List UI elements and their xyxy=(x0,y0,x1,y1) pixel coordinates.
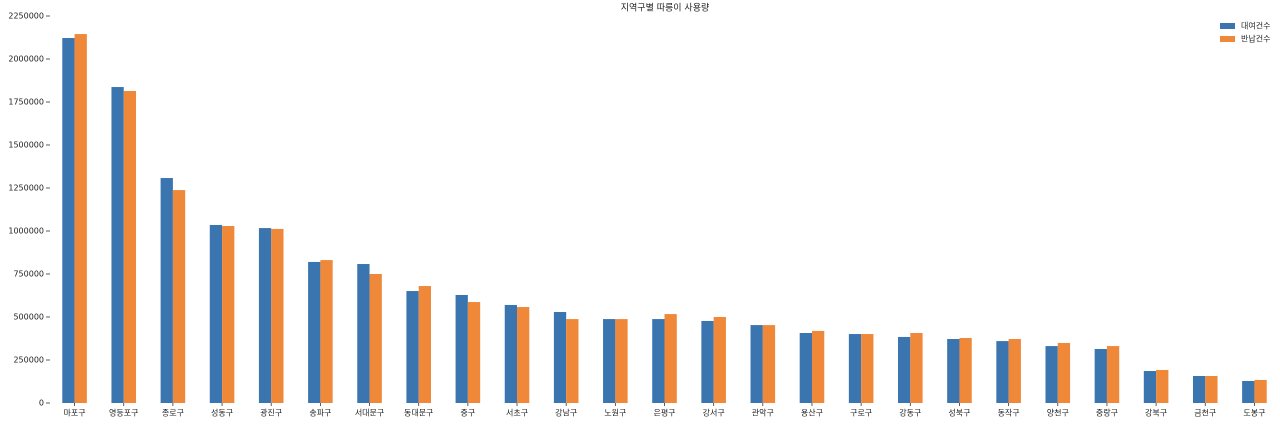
bar xyxy=(123,90,137,403)
bar xyxy=(898,336,911,403)
bar xyxy=(615,319,628,403)
x-tick-label: 동작구 xyxy=(998,408,1020,418)
bar xyxy=(455,294,468,403)
bar xyxy=(258,228,272,403)
bar xyxy=(1143,371,1157,403)
x-tick-label: 성북구 xyxy=(948,409,970,418)
x-tick-label: 도봉구 xyxy=(1243,409,1265,418)
legend-label: 반납건수 xyxy=(1241,34,1270,44)
x-tick-label: 양천구 xyxy=(1047,408,1069,418)
x-tick-label: 영등포구 xyxy=(109,408,138,418)
y-tick-label: 750000 xyxy=(13,270,44,279)
bar xyxy=(1254,379,1267,403)
bar xyxy=(811,330,825,403)
y-tick-label: 500000 xyxy=(13,313,44,322)
y-tick-label: 250000 xyxy=(13,356,44,365)
y-tick-label: 2250000 xyxy=(8,12,44,21)
x-tick-label: 성동구 xyxy=(211,409,233,418)
bar xyxy=(959,337,972,403)
bar xyxy=(418,286,431,403)
bar xyxy=(222,226,235,403)
x-tick-label: 동대문구 xyxy=(404,409,433,418)
bar xyxy=(1192,375,1206,403)
y-tick-label: 1250000 xyxy=(8,184,44,193)
bar xyxy=(1057,342,1071,403)
bar xyxy=(1045,346,1058,403)
bar xyxy=(160,178,173,403)
x-tick-label: 광진구 xyxy=(260,408,282,418)
x-tick-label: 중구 xyxy=(460,409,475,418)
bar xyxy=(271,228,284,403)
x-tick-label: 종로구 xyxy=(162,409,184,418)
bar xyxy=(320,260,333,403)
x-tick-label: 마포구 xyxy=(64,409,86,418)
bar xyxy=(517,307,530,403)
bar xyxy=(406,291,419,403)
x-tick-label: 서대문구 xyxy=(355,409,384,418)
bar xyxy=(369,274,382,403)
bar xyxy=(861,334,874,403)
bar xyxy=(74,34,87,404)
legend-swatch xyxy=(1220,23,1235,29)
bar xyxy=(799,332,812,403)
bar xyxy=(504,304,518,403)
bar xyxy=(910,332,923,403)
bar xyxy=(467,302,481,403)
x-tick-label: 중랑구 xyxy=(1096,408,1118,418)
bar xyxy=(308,261,321,403)
x-tick-label: 은평구 xyxy=(653,408,675,418)
bar xyxy=(209,224,223,403)
x-tick-label: 금천구 xyxy=(1194,408,1216,418)
y-tick-label: 2000000 xyxy=(8,55,44,64)
x-tick-label: 송파구 xyxy=(309,409,331,418)
bar xyxy=(750,325,763,403)
bar xyxy=(947,339,960,403)
bar xyxy=(111,87,124,403)
bar xyxy=(553,312,567,403)
bar xyxy=(701,320,714,403)
bar xyxy=(357,264,370,403)
bar xyxy=(762,325,776,403)
bar xyxy=(652,319,665,403)
bar xyxy=(1205,375,1218,403)
y-tick-label: 1750000 xyxy=(8,98,44,107)
x-tick-label: 강동구 xyxy=(899,408,921,418)
bar xyxy=(1094,348,1107,403)
bar xyxy=(603,319,616,403)
x-tick-label: 용산구 xyxy=(801,408,823,418)
bar xyxy=(664,314,677,403)
bar xyxy=(848,334,862,403)
x-tick-label: 구로구 xyxy=(850,409,872,418)
y-tick-label: 1000000 xyxy=(8,227,44,236)
bar xyxy=(566,319,579,403)
y-tick-label: 0 xyxy=(39,399,44,408)
legend-label: 대여건수 xyxy=(1241,21,1270,31)
bar xyxy=(713,317,726,403)
bar xyxy=(172,190,186,403)
x-tick-label: 서초구 xyxy=(506,409,528,418)
y-tick-label: 1500000 xyxy=(8,141,44,150)
x-tick-label: 강남구 xyxy=(555,408,577,418)
chart-title: 지역구별 따릉이 사용량 xyxy=(621,2,710,14)
legend-swatch xyxy=(1220,36,1235,42)
x-tick-label: 노원구 xyxy=(604,409,626,418)
bar xyxy=(1008,339,1021,403)
bar xyxy=(996,341,1009,403)
bar xyxy=(1242,380,1255,403)
bar xyxy=(1106,346,1120,403)
bar xyxy=(1156,369,1169,403)
x-tick-label: 관악구 xyxy=(752,408,774,418)
bar xyxy=(62,38,75,404)
x-tick-label: 강북구 xyxy=(1145,408,1167,418)
x-tick-label: 강서구 xyxy=(703,408,725,418)
